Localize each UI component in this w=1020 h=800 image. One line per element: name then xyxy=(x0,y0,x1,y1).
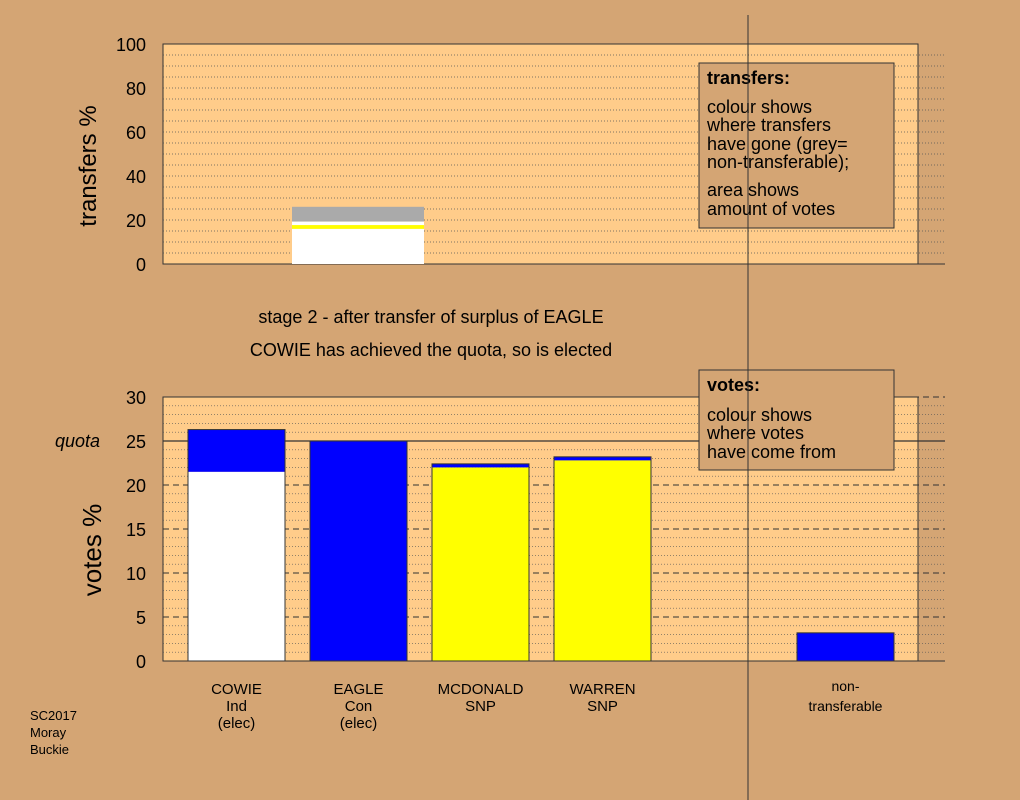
transfer-segment xyxy=(292,225,424,229)
transfers-bars xyxy=(292,206,424,264)
vote-segment xyxy=(188,471,285,661)
vote-segment xyxy=(554,456,651,461)
footer-line: SC2017 xyxy=(30,708,77,723)
votes-y-tick-label: 20 xyxy=(126,476,146,496)
candidate-bar-outline xyxy=(553,456,652,662)
transfer-segment xyxy=(292,228,424,264)
votes-legend-line: have come from xyxy=(707,442,836,462)
transfers-legend: transfers: colour shows where transfers … xyxy=(698,62,895,229)
elected-message: COWIE has achieved the quota, so is elec… xyxy=(250,340,612,360)
nontransferable-label: transferable xyxy=(809,698,883,714)
candidate-label: (elec) xyxy=(218,715,256,732)
transfers-y-ticks: 0 20 40 60 80 100 xyxy=(116,35,146,275)
votes-legend-line: where votes xyxy=(706,423,804,443)
candidate-label: (elec) xyxy=(340,715,378,732)
candidate-label: COWIE xyxy=(211,681,262,698)
transfers-legend-line: amount of votes xyxy=(707,199,835,219)
vote-segment xyxy=(188,429,285,472)
votes-y-tick-label: 5 xyxy=(136,608,146,628)
votes-y-ticks: 0 5 10 15 20 25 30 xyxy=(126,388,146,672)
footer-line: Moray xyxy=(30,725,67,740)
transfers-y-tick-label: 40 xyxy=(126,167,146,187)
footer-line: Buckie xyxy=(30,742,69,757)
transfers-legend-title: transfers: xyxy=(707,68,790,88)
transfer-segment xyxy=(292,221,424,226)
votes-y-tick-label: 30 xyxy=(126,388,146,408)
transfers-panel: 0 20 40 60 80 100 transfers % transfers: colo… xyxy=(75,35,945,275)
candidate-bar-outline xyxy=(431,463,530,662)
transfers-y-tick-label: 20 xyxy=(126,211,146,231)
transfers-legend-line: where transfers xyxy=(706,115,831,135)
transfers-legend-line: non-transferable); xyxy=(707,152,849,172)
votes-y-tick-label: 25 xyxy=(126,432,146,452)
votes-y-tick-label: 0 xyxy=(136,652,146,672)
candidate-label: SNP xyxy=(465,698,496,715)
transfers-y-tick-label: 80 xyxy=(126,79,146,99)
transfers-legend-line: area shows xyxy=(707,180,799,200)
votes-legend: votes: colour shows where votes have com… xyxy=(698,369,895,471)
transfers-y-tick-label: 0 xyxy=(136,255,146,275)
votes-y-tick-label: 15 xyxy=(126,520,146,540)
transfer-segment xyxy=(292,206,424,222)
candidate-label: Con xyxy=(345,698,373,715)
votes-y-axis-label: votes % xyxy=(77,504,107,597)
candidate-bar-outline xyxy=(309,440,408,662)
vote-segment xyxy=(432,467,529,661)
quota-label: quota xyxy=(55,431,100,451)
votes-y-tick-label: 10 xyxy=(126,564,146,584)
transfers-y-tick-label: 100 xyxy=(116,35,146,55)
nontransferable-bar xyxy=(796,632,895,662)
candidate-label: Ind xyxy=(226,698,247,715)
candidate-label: EAGLE xyxy=(333,681,383,698)
transfers-y-axis-label: transfers % xyxy=(75,105,102,226)
vote-segment xyxy=(432,463,529,468)
candidate-labels: COWIEInd(elec)EAGLECon(elec)MCDONALDSNPW… xyxy=(211,678,883,732)
votes-bars xyxy=(187,429,895,662)
transfers-legend-line: colour shows xyxy=(707,97,812,117)
candidate-label: WARREN xyxy=(569,681,635,698)
vote-segment xyxy=(310,441,407,661)
transfers-y-tick-label: 60 xyxy=(126,123,146,143)
candidate-label: SNP xyxy=(587,698,618,715)
candidate-label: MCDONALD xyxy=(438,681,524,698)
nontransferable-label: non- xyxy=(831,678,859,694)
candidate-bar-outline xyxy=(187,429,286,662)
transfers-legend-line: have gone (grey= xyxy=(707,134,848,154)
votes-legend-title: votes: xyxy=(707,375,760,395)
stage-description: stage 2 - after transfer of surplus of E… xyxy=(258,307,603,327)
votes-legend-line: colour shows xyxy=(707,405,812,425)
vote-segment xyxy=(554,460,651,661)
